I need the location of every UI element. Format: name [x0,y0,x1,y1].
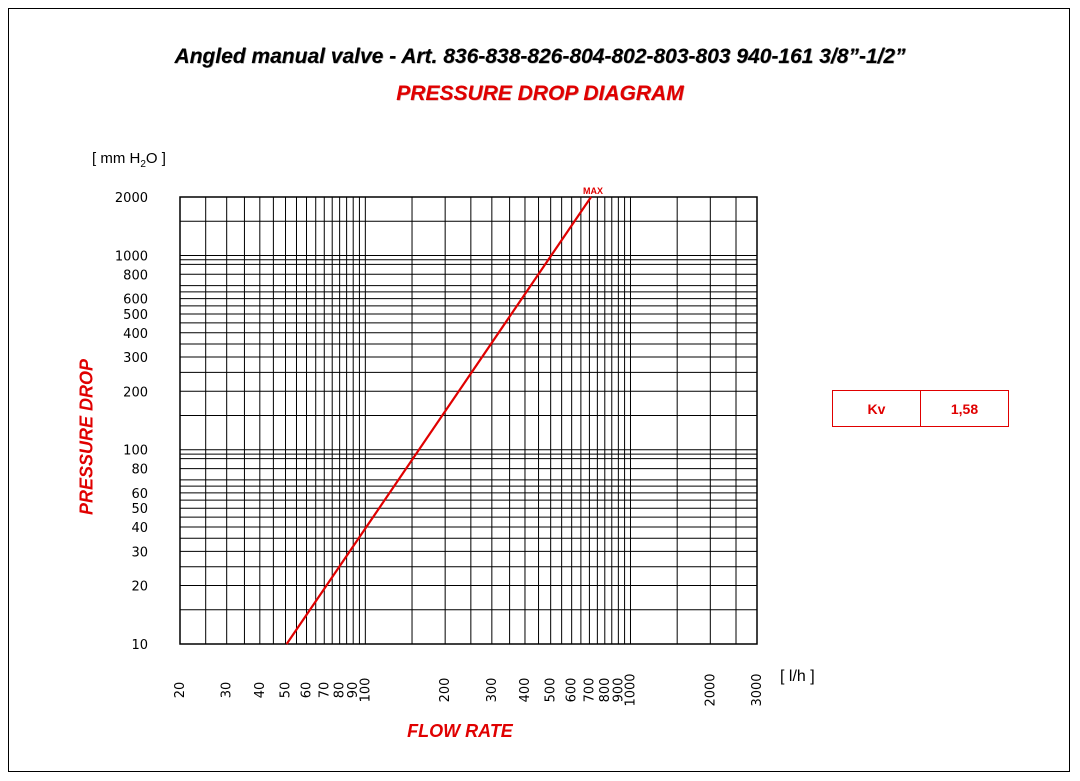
y-tick-label: 500 [123,308,148,323]
y-tick-label: 10 [131,638,148,653]
x-axis-label: FLOW RATE [407,721,513,741]
y-tick-label: 200 [123,385,148,400]
chart-subtitle: PRESSURE DROP DIAGRAM [396,82,684,105]
x-tick-label: 90 [346,682,361,699]
x-tick-label: 400 [518,678,533,703]
x-tick-label: 40 [253,682,268,699]
x-tick-label: 50 [279,682,294,699]
x-tick-label: 2000 [703,673,718,706]
chart-frame [8,8,1070,772]
x-tick-label: 300 [485,678,500,703]
y-tick-label: 30 [131,545,148,560]
kv-value: 1,58 [950,400,979,417]
x-tick-label: 20 [173,682,188,699]
x-tick-label: 100 [358,678,373,703]
x-tick-label: 600 [565,678,580,703]
x-tick-label: 500 [544,678,559,703]
kv-table: Kv 1,58 [832,390,1009,427]
pressure-drop-line [285,196,592,645]
y-tick-label: 40 [131,521,148,536]
y-tick-label: 50 [131,502,148,517]
x-tick-label: 3000 [750,673,765,706]
x-tick-label: 60 [300,682,315,699]
y-axis-unit: [ mm H2O ] [92,150,166,170]
x-tick-label: 700 [582,678,597,703]
chart-title: Angled manual valve - Art. 836-838-826-8… [174,45,906,68]
y-tick-label: 100 [123,444,148,459]
y-tick-label: 60 [131,487,148,502]
y-tick-label: 20 [131,580,148,595]
y-tick-label: 1000 [115,249,148,264]
max-annotation: MAX [583,186,603,196]
y-tick-label: 2000 [115,191,148,206]
x-axis-unit: [ l/h ] [780,668,815,685]
x-tick-label: 200 [438,678,453,703]
x-tick-label: 30 [220,682,235,699]
x-tick-label: 800 [598,678,613,703]
y-tick-label: 800 [123,268,148,283]
y-tick-label: 300 [123,351,148,366]
y-tick-label: 80 [131,463,148,478]
x-tick-label: 80 [333,682,348,699]
x-tick-label: 900 [611,678,626,703]
y-tick-label: 400 [123,327,148,342]
y-tick-label: 600 [123,293,148,308]
kv-label: Kv [833,391,921,426]
x-tick-label: 1000 [623,673,638,706]
plot-area-border [179,196,758,645]
x-tick-label: 70 [317,682,332,699]
